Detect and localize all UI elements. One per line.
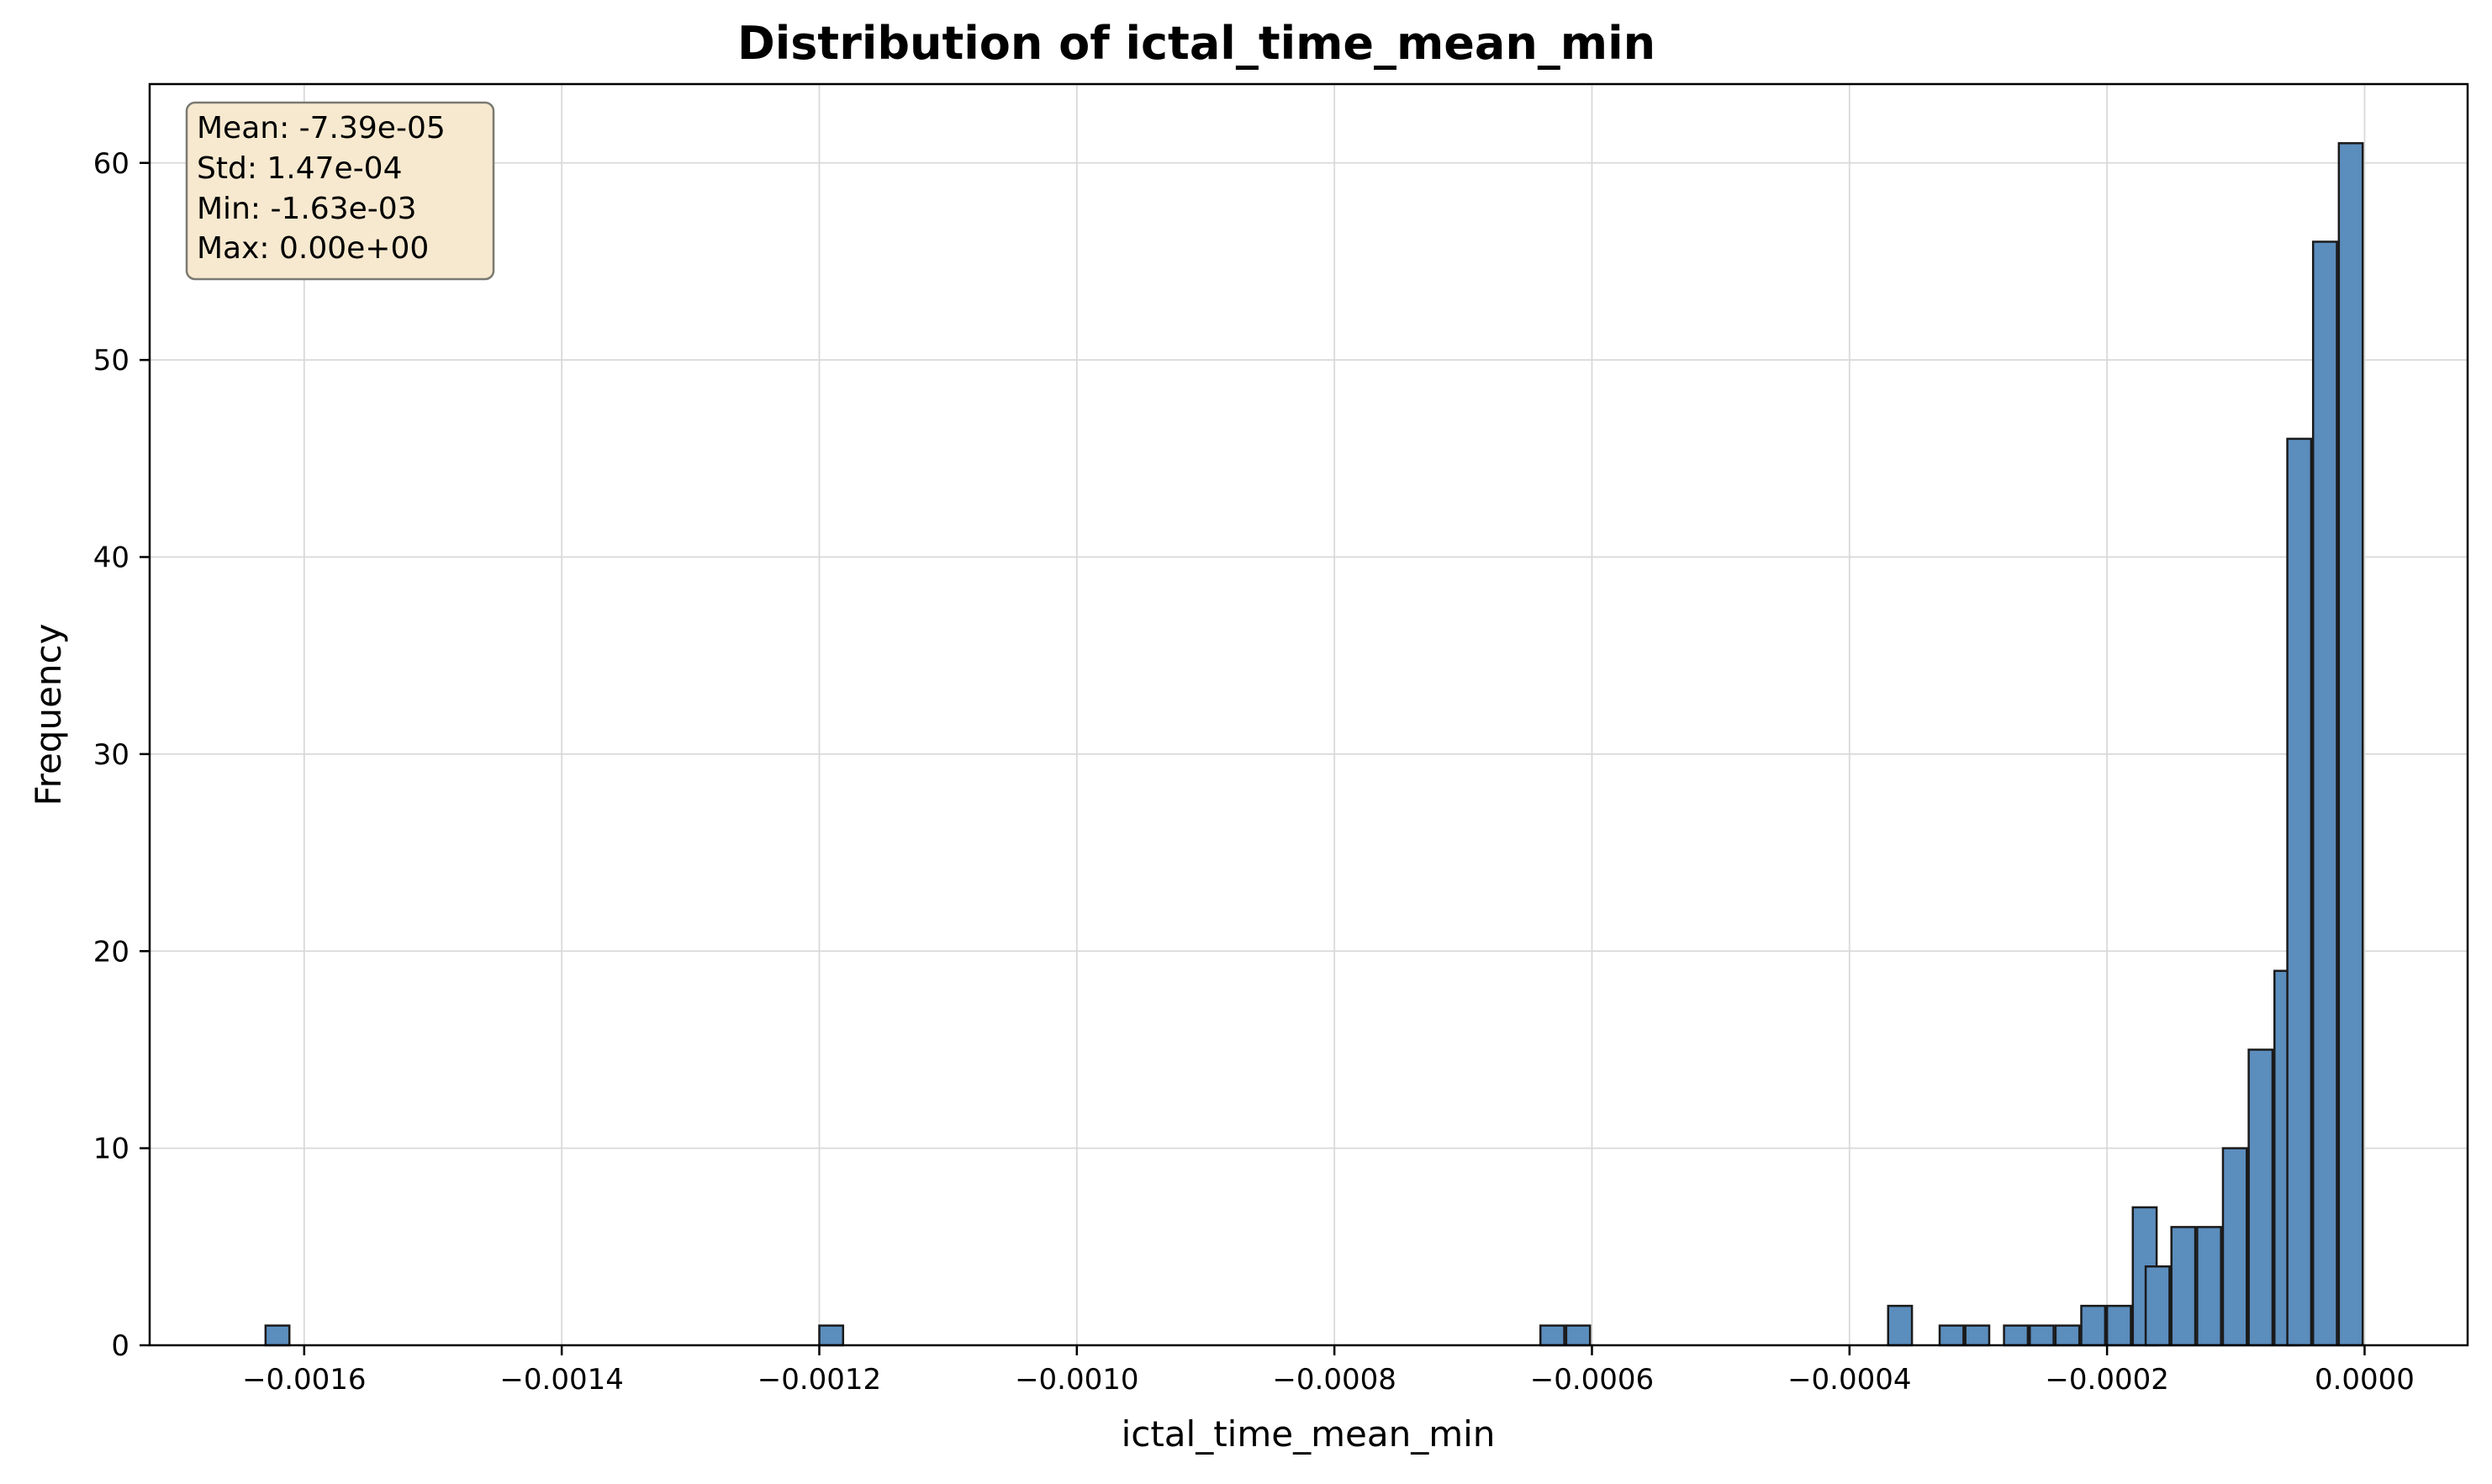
- histogram-bar: [2054, 1324, 2081, 1347]
- y-axis-ticks: 0 10 20 30 40 50 60: [93, 147, 150, 1363]
- histogram-bar: [2170, 1226, 2197, 1347]
- x-tick-label: −0.0002: [2045, 1363, 2168, 1397]
- histogram-bar: [2247, 1048, 2274, 1347]
- histogram-bar: [1938, 1324, 1965, 1347]
- stats-max: Max: 0.00e+00: [197, 231, 429, 266]
- stats-mean: Mean: -7.39e-05: [197, 111, 446, 145]
- x-axis-ticks: −0.0016 −0.0014 −0.0012 −0.0010 −0.0008 −0.00…: [242, 1345, 2415, 1397]
- histogram-bar: [2221, 1147, 2248, 1347]
- x-tick-label: −0.0014: [499, 1363, 623, 1397]
- y-axis-label: Frequency: [28, 624, 69, 806]
- histogram-bar: [2105, 1304, 2132, 1347]
- histogram-bar: [1565, 1324, 1592, 1347]
- grid-lines: [150, 84, 2468, 1346]
- histogram-bar: [1964, 1324, 1991, 1347]
- histogram-bar: [2028, 1324, 2055, 1347]
- histogram-bars: [264, 142, 2364, 1347]
- y-tick-label: 30: [93, 738, 129, 772]
- x-tick-label: −0.0012: [758, 1363, 881, 1397]
- histogram-bar: [2003, 1324, 2030, 1347]
- axes: [148, 82, 2469, 1347]
- y-tick-label: 60: [93, 147, 129, 181]
- x-axis-label: ictal_time_mean_min: [1122, 1413, 1496, 1455]
- histogram-bar: [1539, 1324, 1565, 1347]
- chart-title: Distribution of ictal_time_mean_min: [737, 17, 1655, 70]
- histogram-bar: [2311, 240, 2338, 1347]
- x-tick-label: −0.0006: [1530, 1363, 1654, 1397]
- stats-min: Min: -1.63e-03: [197, 192, 417, 226]
- histogram-bar: [818, 1324, 845, 1347]
- plot-frame: [148, 82, 2469, 1347]
- x-tick-label: −0.0008: [1272, 1363, 1396, 1397]
- x-tick-label: −0.0010: [1015, 1363, 1138, 1397]
- histogram-bar: [2144, 1265, 2171, 1347]
- histogram-bar: [2286, 437, 2313, 1347]
- histogram-bar: [264, 1324, 291, 1347]
- stats-box: Mean: -7.39e-05 Std: 1.47e-04 Min: -1.63…: [185, 101, 495, 281]
- x-tick-label: 0.0000: [2315, 1363, 2415, 1397]
- x-tick-label: −0.0016: [242, 1363, 366, 1397]
- y-tick-label: 10: [93, 1133, 129, 1166]
- histogram-bar: [2337, 142, 2364, 1347]
- stats-box-background: [185, 101, 495, 281]
- y-tick-label: 40: [93, 541, 129, 575]
- histogram-bar: [2196, 1226, 2222, 1347]
- histogram-bar: [2080, 1304, 2107, 1347]
- y-tick-label: 50: [93, 344, 129, 378]
- stats-std: Std: 1.47e-04: [197, 151, 403, 186]
- histogram-bar: [1887, 1304, 1914, 1347]
- y-tick-label: 20: [93, 935, 129, 969]
- x-tick-label: −0.0004: [1787, 1363, 1911, 1397]
- y-tick-label: 0: [111, 1329, 129, 1363]
